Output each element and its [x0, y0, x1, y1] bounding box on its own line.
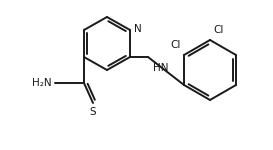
Text: H₂N: H₂N	[32, 78, 52, 88]
Text: HN: HN	[153, 63, 168, 73]
Text: S: S	[90, 107, 96, 117]
Text: Cl: Cl	[171, 40, 181, 50]
Text: Cl: Cl	[213, 25, 223, 35]
Text: N: N	[134, 24, 142, 34]
